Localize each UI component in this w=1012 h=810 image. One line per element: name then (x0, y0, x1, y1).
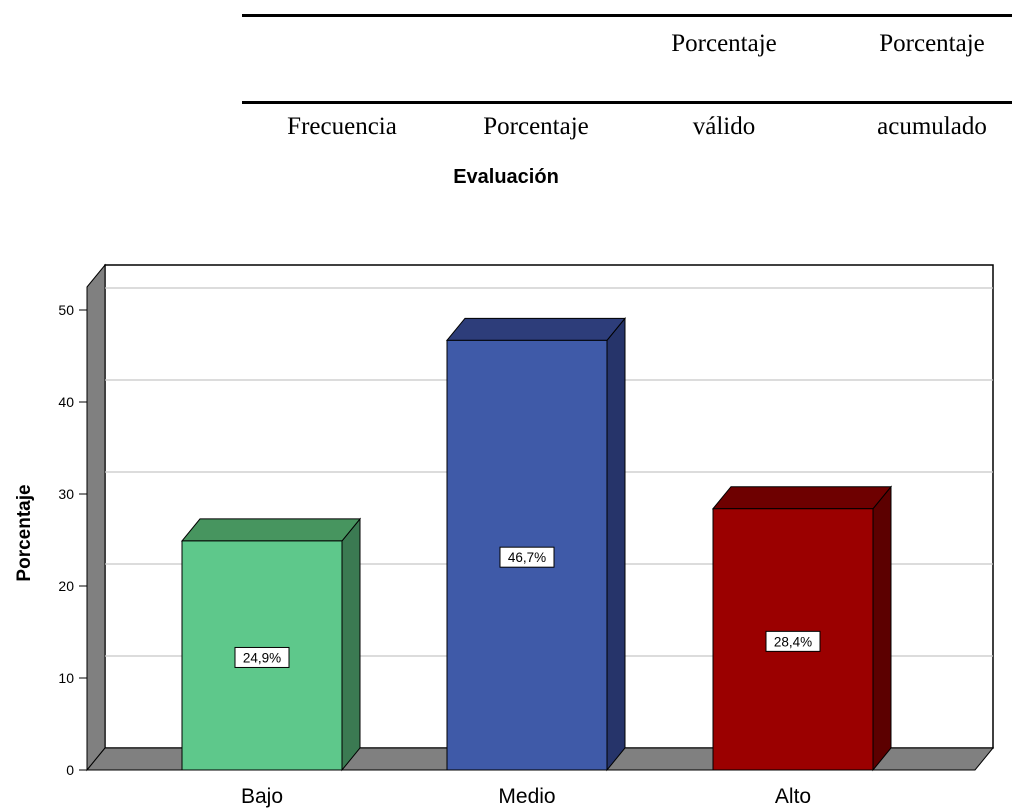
bar: 46,7% (445, 316, 627, 772)
y-tick-label: 40 (58, 394, 74, 410)
header-valid-percent-line1: Porcentaje (671, 30, 777, 57)
data-label-box (765, 630, 821, 652)
x-tick-label: Bajo (241, 785, 283, 808)
header-percent: Porcentaje (483, 113, 589, 140)
table-top-rule (242, 14, 1012, 17)
data-label: 46,7% (508, 550, 546, 565)
chart-title: Evaluación (453, 166, 559, 188)
y-tick-label: 20 (58, 578, 74, 594)
bar-top-face (180, 518, 362, 542)
y-tick-label: 50 (58, 302, 74, 318)
x-tick-label: Alto (775, 785, 811, 808)
y-tick-label: 0 (66, 762, 74, 778)
data-label-box (234, 646, 290, 668)
header-valid-percent-line2: válido (692, 113, 756, 140)
header-cumulative-percent-line2: acumulado (877, 113, 987, 140)
table-mid-rule (242, 101, 1012, 104)
bar-top-face (445, 317, 627, 341)
y-axis-label: Porcentaje (14, 484, 35, 581)
bar: 24,9% (180, 517, 362, 772)
y-tick-label: 10 (58, 670, 74, 686)
frequency-table-header: Porcentaje Porcentaje Frecuencia Porcent… (0, 0, 1012, 170)
bar-side-face (872, 485, 892, 772)
data-label: 28,4% (774, 634, 812, 649)
data-label-box (499, 546, 555, 568)
chart-side-wall (86, 263, 106, 772)
bar: 28,4% (711, 485, 893, 772)
bar-side-face (606, 316, 626, 772)
bar-top-face (711, 486, 893, 510)
y-tick-label: 30 (58, 486, 74, 502)
header-cumulative-percent-line1: Porcentaje (879, 30, 985, 57)
x-tick-label: Medio (498, 785, 555, 808)
bar-side-face (341, 517, 361, 772)
header-frequency: Frecuencia (287, 113, 397, 140)
data-label: 24,9% (243, 650, 281, 665)
